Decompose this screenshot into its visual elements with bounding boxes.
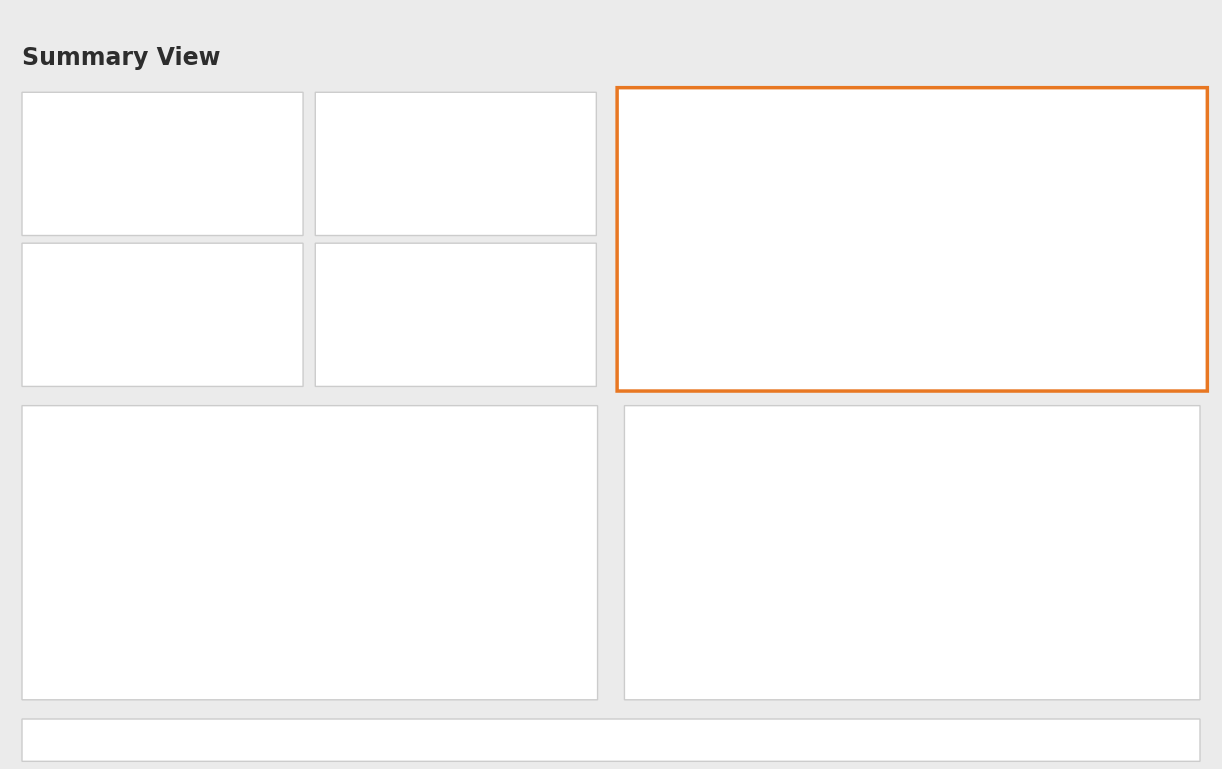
X-axis label: Date: Date [319,685,346,695]
Text: 0: 0 [335,321,351,341]
Circle shape [404,739,463,741]
Circle shape [16,739,75,741]
Text: 3: 3 [42,170,57,190]
Y-axis label: View Count: View Count [39,505,50,564]
Text: grade averaged from the
courses in view.: grade averaged from the courses in view. [402,168,533,192]
Text: Grades Over Time: Grades Over Time [662,102,803,116]
Text: days since the learner last
accessed the system.: days since the learner last accessed the… [402,319,540,343]
Text: Accounting Information Syste...: Accounting Information Syste... [472,734,668,747]
Text: Summary View: Summary View [22,45,220,70]
Circle shape [782,739,841,741]
Text: 1: 1 [42,321,57,341]
X-axis label: Date: Date [921,685,948,695]
Text: assignments are currently
overdue.: assignments are currently overdue. [109,319,246,343]
Text: Course Access Over Time: Course Access Over Time [682,416,880,430]
Text: Content View Over Time: Content View Over Time [79,416,269,430]
Text: Overdue Assignments: Overdue Assignments [42,268,196,281]
Text: Music 1170-03 (Id: 122037): Music 1170-03 (Id: 122037) [849,734,1022,747]
Text: Mathematics 1100-01 (Id: 122...: Mathematics 1100-01 (Id: 122... [83,734,285,747]
Text: 83 %: 83 % [335,170,396,190]
Text: Courses in View: Courses in View [42,116,153,129]
Y-axis label: Current Grade (%): Current Grade (%) [622,174,632,270]
Text: courses returned within
results.: courses returned within results. [109,168,232,192]
Text: System Access: System Access [335,268,439,281]
X-axis label: Date: Date [912,371,938,381]
Y-axis label: Course Access Count: Course Access Count [649,480,659,590]
Text: Average Grade: Average Grade [335,116,439,129]
